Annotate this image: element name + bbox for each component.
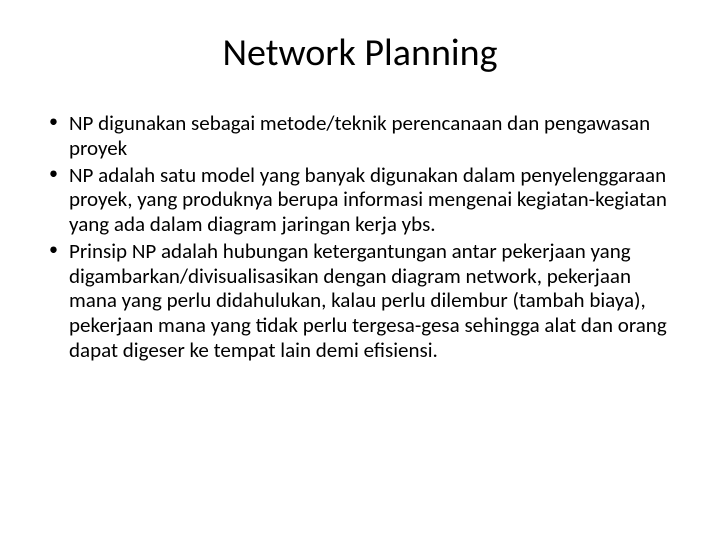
slide-title: Network Planning [45,30,675,76]
bullet-text: NP digunakan sebagai metode/teknik peren… [69,111,675,161]
list-item: • NP adalah satu model yang banyak digun… [45,163,675,237]
list-item: • NP digunakan sebagai metode/teknik per… [45,111,675,161]
list-item: • Prinsip NP adalah hubungan ketergantun… [45,239,675,363]
bullet-icon: • [45,111,69,132]
bullet-icon: • [45,239,69,260]
bullet-text: NP adalah satu model yang banyak digunak… [69,163,675,237]
bullet-icon: • [45,163,69,184]
bullet-text: Prinsip NP adalah hubungan ketergantunga… [69,239,675,363]
bullet-list: • NP digunakan sebagai metode/teknik per… [45,111,675,363]
